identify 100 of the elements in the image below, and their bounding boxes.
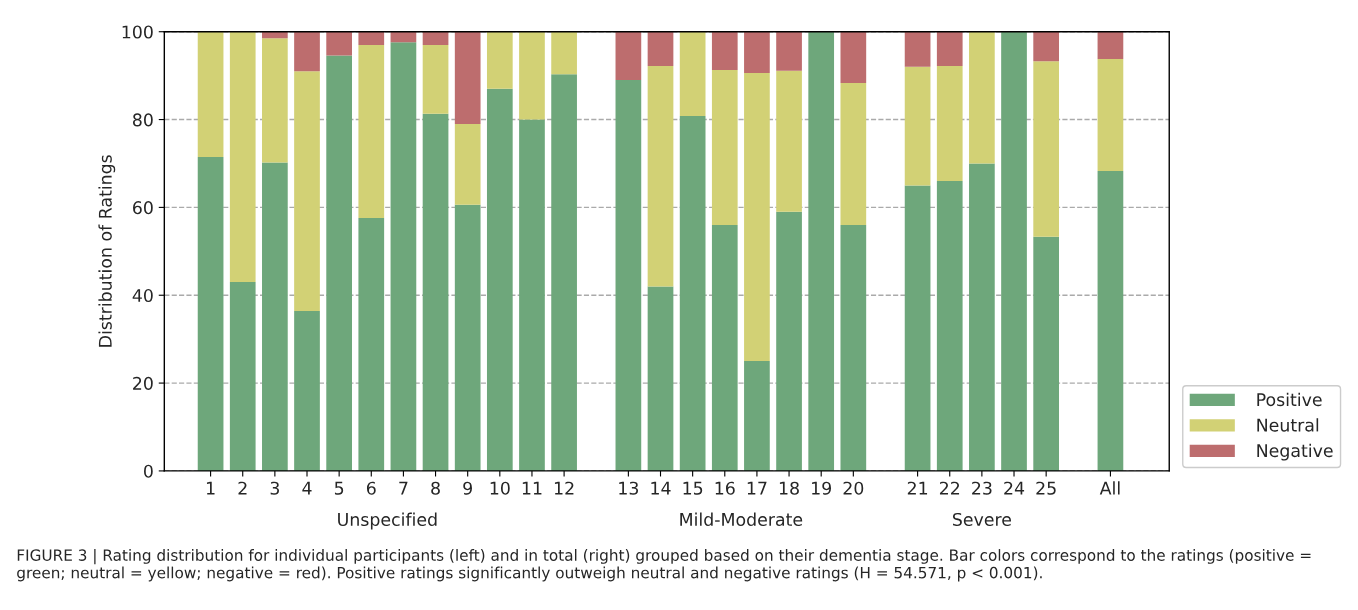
bar — [1097, 31, 1124, 59]
x-tick-label: 18 — [779, 481, 799, 495]
bar — [454, 123, 481, 205]
bar — [294, 71, 320, 312]
bar — [358, 31, 385, 45]
caption: FIGURE 3 | Rating distribution for individual participants (left) and in total (right) grouped based on their dementia stage. Bar colors correspond to the ratings (positive = green; neutral = yellow; negative = red). Positive ratings significantly outweigh neutral and negative ratings (H = 54.571, p < 0.001). — [17, 549, 1311, 582]
bar — [551, 31, 577, 75]
bar — [1097, 58, 1124, 171]
bar — [744, 361, 770, 471]
bar — [358, 44, 385, 218]
bar — [486, 31, 513, 89]
bar — [647, 65, 674, 287]
x-tick-label: 13 — [619, 481, 639, 495]
x-tick-label: 14 — [651, 481, 671, 495]
bar — [711, 224, 738, 471]
x-tick-label: 16 — [715, 481, 735, 495]
bar — [936, 65, 963, 182]
y-tick-label: 0 — [144, 464, 153, 478]
bar — [229, 31, 256, 283]
bar — [679, 31, 706, 117]
text: Severe — [952, 512, 1011, 527]
bar — [358, 217, 385, 471]
x-tick-label: 2 — [238, 481, 247, 495]
legend-label: Negative — [1257, 443, 1333, 461]
bar — [390, 42, 417, 471]
x-tick-label: 17 — [747, 481, 767, 495]
x-tick-label: 6 — [366, 481, 376, 495]
bar — [422, 31, 449, 45]
bar — [904, 31, 931, 67]
bar — [1033, 31, 1060, 62]
x-tick-label: 10 — [490, 481, 510, 495]
bar — [486, 88, 513, 471]
bar — [294, 311, 320, 471]
bar — [519, 31, 545, 120]
x-tick-label: 15 — [683, 481, 703, 495]
bar — [840, 83, 867, 225]
bar — [904, 66, 931, 186]
x-tick-label: 4 — [302, 481, 312, 495]
x-tick-label: 3 — [270, 481, 279, 495]
bar — [229, 282, 256, 471]
bar — [679, 116, 706, 471]
y-tick-label: 80 — [132, 113, 153, 127]
y-axis-title: Distribution of Ratings — [98, 155, 116, 347]
x-tick-label: 1 — [206, 481, 215, 495]
bar — [711, 31, 738, 70]
bar — [519, 119, 545, 471]
legend-label: Neutral — [1257, 418, 1319, 432]
bar — [1097, 170, 1124, 471]
legend-label: Positive — [1257, 392, 1322, 407]
bar — [776, 211, 802, 471]
bar — [840, 224, 867, 471]
x-tick-label: 22 — [939, 481, 960, 495]
x-tick-label: 25 — [1036, 481, 1056, 495]
bar — [1033, 236, 1060, 471]
text: Unspecified — [338, 512, 437, 530]
bar — [776, 31, 802, 71]
x-tick-label: 12 — [554, 481, 574, 495]
y-tick-label: 100 — [122, 25, 153, 39]
bar — [197, 31, 224, 157]
bar — [969, 31, 995, 164]
bar — [969, 163, 995, 471]
bar — [390, 31, 417, 43]
x-tick-label: 8 — [431, 481, 440, 495]
y-tick-label: 20 — [133, 376, 153, 390]
bar — [647, 286, 674, 471]
bar — [647, 31, 674, 66]
bar — [744, 31, 770, 73]
bar — [711, 69, 738, 225]
bar — [294, 31, 320, 72]
bar — [422, 113, 449, 471]
bar — [615, 80, 642, 471]
x-tick-label: 23 — [972, 481, 992, 495]
bar — [326, 55, 352, 471]
text: Mild-Moderate — [680, 512, 803, 527]
bar — [454, 31, 481, 124]
bar — [197, 156, 224, 471]
x-tick-label: 24 — [1004, 481, 1025, 495]
bar — [262, 31, 288, 39]
bar — [1033, 61, 1060, 237]
bar — [744, 73, 770, 362]
bar — [904, 185, 931, 471]
bar — [936, 181, 963, 471]
x-tick-label: 9 — [463, 481, 472, 495]
bar — [551, 74, 577, 471]
bar — [262, 162, 288, 471]
bar — [776, 70, 802, 212]
bar — [326, 31, 352, 56]
x-tick-label: 7 — [399, 481, 408, 495]
x-tick-label: All — [1099, 481, 1120, 495]
bar — [454, 204, 481, 471]
x-tick-label: 21 — [907, 481, 928, 495]
bar — [1001, 31, 1027, 471]
y-tick-label: 60 — [133, 201, 153, 215]
bar — [936, 31, 963, 66]
bar — [262, 38, 288, 163]
x-tick-label: 19 — [812, 481, 832, 495]
bar — [808, 31, 835, 471]
x-tick-label: 11 — [522, 481, 542, 495]
bar — [422, 44, 449, 114]
x-tick-label: 20 — [843, 481, 864, 495]
